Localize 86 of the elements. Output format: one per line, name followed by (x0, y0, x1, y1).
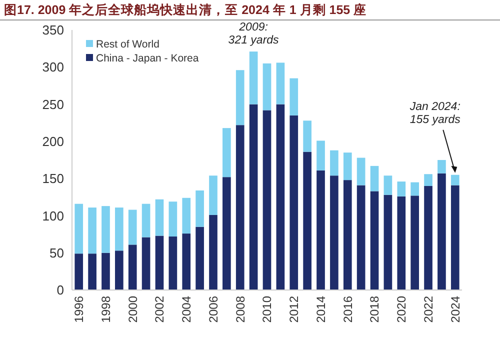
bar (249, 104, 258, 290)
bar (262, 63, 272, 110)
bar (316, 140, 325, 170)
bar (74, 204, 84, 254)
bar (209, 176, 218, 215)
bar (343, 180, 352, 290)
y-tick-label: 0 (56, 282, 64, 298)
legend-label: China - Japan - Korea (96, 52, 199, 65)
bar (330, 176, 338, 290)
bar (330, 150, 338, 176)
bar (290, 78, 298, 116)
bar (168, 202, 178, 237)
bar (450, 185, 460, 290)
y-tick-label: 50 (50, 245, 64, 260)
x-tick-label: 2012 (287, 296, 302, 323)
x-tick-label: 2016 (340, 296, 355, 323)
x-tick-label: 2022 (421, 296, 436, 323)
bar (316, 170, 325, 290)
y-tick-label: 250 (42, 96, 64, 112)
bar (303, 152, 312, 290)
legend-label: Rest of World (96, 38, 160, 51)
bar (182, 234, 191, 290)
bar (88, 254, 96, 290)
x-tick-label: 1996 (72, 296, 86, 323)
bar (115, 250, 124, 290)
y-tick-label: 100 (42, 208, 64, 224)
bar (356, 158, 366, 186)
bar (276, 62, 285, 104)
bar (88, 208, 96, 254)
bar (142, 237, 150, 290)
bar (384, 194, 392, 290)
y-tick-label: 150 (42, 171, 64, 186)
annotation: 2009: 321 yards (228, 22, 280, 47)
x-tick-label: 2002 (152, 296, 167, 323)
bar (236, 125, 244, 290)
bar (424, 186, 432, 290)
bar (424, 174, 432, 186)
bar (397, 196, 406, 290)
x-tick-label: 2014 (314, 296, 328, 323)
bar (128, 244, 137, 290)
x-tick-label: 2018 (368, 296, 382, 323)
bar (384, 176, 392, 195)
x-tick-label: 1998 (98, 296, 113, 323)
x-tick-label: 2000 (126, 296, 140, 323)
bar (222, 128, 231, 178)
chart-title: 图17. 2009 年之后全球船坞快速出清，至 2024 年 1 月剩 155 座 (4, 2, 367, 17)
bar (115, 208, 124, 251)
x-tick-label: 2024 (448, 296, 462, 323)
y-tick-label: 300 (42, 60, 64, 75)
y-tick-label: 200 (42, 134, 64, 149)
x-tick-label: 2020 (394, 296, 409, 323)
bar (370, 191, 379, 290)
bar (438, 173, 446, 290)
bar (236, 70, 244, 126)
bar (356, 185, 366, 290)
bar (128, 210, 137, 245)
bar (262, 110, 272, 290)
x-tick-label: 2008 (233, 296, 248, 323)
bar (209, 214, 218, 290)
bar (343, 152, 352, 180)
bar (102, 206, 110, 253)
bar (410, 182, 419, 196)
bar (276, 104, 285, 290)
annotation: Jan 2024: 155 yards (408, 100, 461, 126)
bar (155, 199, 164, 236)
x-tick-label: 2004 (180, 296, 194, 323)
x-tick-label: 2006 (206, 296, 220, 323)
bar (290, 115, 298, 290)
bar (102, 252, 110, 290)
y-tick-label: 350 (42, 22, 64, 38)
bar (142, 204, 150, 238)
bar (168, 236, 178, 290)
x-tick-label: 2010 (260, 296, 274, 323)
bar (182, 198, 191, 234)
bar (370, 166, 379, 192)
bar (196, 226, 204, 290)
bar (222, 177, 231, 290)
bar (196, 190, 204, 227)
bar (450, 174, 460, 186)
bar (410, 196, 419, 290)
bar (397, 182, 406, 196)
bar (303, 120, 312, 152)
bar (438, 160, 446, 174)
bar (74, 254, 84, 290)
bar (249, 52, 258, 104)
bar (155, 236, 164, 290)
